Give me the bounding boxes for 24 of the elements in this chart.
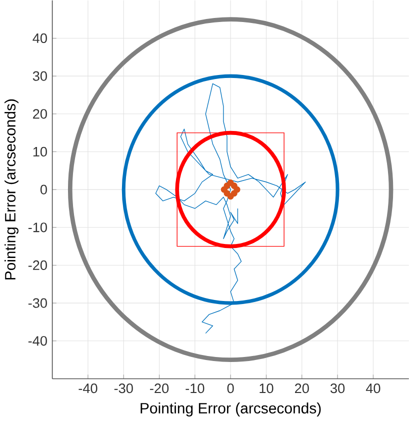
x-tick-label: 10 <box>260 384 274 394</box>
x-tick-label: 30 <box>330 384 344 394</box>
y-tick-label: 20 <box>32 109 47 119</box>
x-tick-label: -10 <box>186 384 204 394</box>
y-tick-label: -20 <box>28 260 47 270</box>
y-tick-label: -10 <box>28 222 47 232</box>
y-tick-label: -40 <box>28 336 47 346</box>
point <box>227 193 234 200</box>
y-tick-label: 0 <box>40 184 47 194</box>
x-tick-label: 40 <box>366 384 380 394</box>
y-tick-label: 40 <box>32 33 47 44</box>
y-tick-label: 10 <box>33 146 47 157</box>
y-tick-label: -30 <box>28 298 47 308</box>
y-tick-label: 30 <box>32 71 47 81</box>
x-tick-label: -20 <box>150 384 168 394</box>
x-tick-label: 20 <box>294 384 309 394</box>
x-tick-label: -30 <box>114 384 133 394</box>
x-axis-title: Pointing Error (arcseconds) <box>140 402 321 416</box>
x-tick-label: -40 <box>78 384 98 394</box>
y-axis-title: Pointing Error (arcseconds) <box>4 99 18 280</box>
point <box>227 179 234 186</box>
point <box>234 186 240 193</box>
x-tick-label: 0 <box>227 384 234 394</box>
point <box>220 186 228 193</box>
